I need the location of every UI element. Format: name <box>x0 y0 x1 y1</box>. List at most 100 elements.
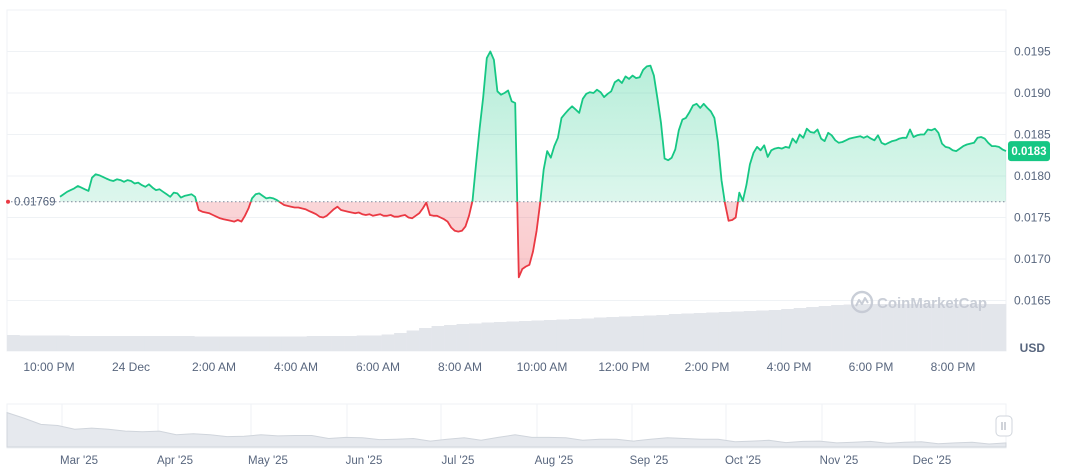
navigator-tick-label: Sep '25 <box>630 455 669 467</box>
volume-bars <box>7 304 1007 351</box>
volume-bar <box>469 323 482 351</box>
drag-handle-icon <box>1001 422 1006 430</box>
navigator-area <box>6 411 1007 448</box>
volume-bar <box>56 335 70 351</box>
volume-bar <box>981 304 994 351</box>
volume-bar <box>581 318 595 351</box>
y-tick-label: 0.0180 <box>1014 169 1051 183</box>
volume-bar <box>931 304 944 351</box>
volume-bar <box>456 324 470 351</box>
volume-bar <box>756 310 770 351</box>
watermark-text: CoinMarketCap <box>877 295 987 312</box>
price-line <box>59 50 1007 279</box>
volume-bar <box>731 311 745 351</box>
volume-bar <box>131 336 145 351</box>
volume-bar <box>144 336 158 351</box>
x-tick-label: 24 Dec <box>112 360 150 374</box>
volume-bar <box>568 319 582 351</box>
volume-bar <box>743 311 757 351</box>
volume-bar <box>868 304 882 351</box>
volume-bar <box>993 304 1007 351</box>
volume-bar <box>643 315 657 351</box>
volume-bar <box>369 335 382 351</box>
volume-bar <box>419 328 432 351</box>
navigator-tick-label: Apr '25 <box>157 455 193 467</box>
volume-bar <box>906 304 919 351</box>
y-axis: 0.0165 0.0170 0.0175 0.0180 0.0185 0.0190 0.01… <box>1014 45 1051 308</box>
volume-bar <box>306 336 320 351</box>
x-tick-label: 6:00 PM <box>849 360 894 374</box>
volume-bar <box>781 309 795 351</box>
volume-bar <box>406 330 420 351</box>
volume-bar <box>206 336 220 351</box>
volume-bar <box>169 336 183 351</box>
x-tick-label: 2:00 AM <box>192 360 236 374</box>
navigator-x-axis: Mar '25 Apr '25 May '25 Jun '25 Jul '25 Aug '… <box>60 455 951 467</box>
x-tick-label: 2:00 PM <box>685 360 730 374</box>
open-price-label: 0.01769 <box>14 197 56 209</box>
volume-bar <box>893 304 907 351</box>
volume-bar <box>494 322 507 351</box>
x-tick-label: 12:00 PM <box>598 360 649 374</box>
navigator-tick-label: Nov '25 <box>820 455 859 467</box>
volume-bar <box>444 325 457 351</box>
y-tick-label: 0.0195 <box>1014 45 1051 59</box>
volume-bar <box>918 304 932 351</box>
volume-bar <box>668 314 682 351</box>
current-price-badge <box>1008 141 1050 162</box>
navigator-tick-label: Jun '25 <box>346 455 383 467</box>
volume-bar <box>431 326 445 351</box>
volume-bar <box>344 336 357 351</box>
volume-bar <box>856 304 869 351</box>
volume-bar <box>31 335 45 351</box>
volume-bar <box>556 319 570 351</box>
navigator-tick-label: Aug '25 <box>535 455 574 467</box>
volume-bar <box>269 336 283 351</box>
volume-bar <box>531 320 545 351</box>
y-tick-label: 0.0175 <box>1014 211 1051 225</box>
area-above-open <box>60 51 1006 202</box>
y-tick-label: 0.0165 <box>1014 294 1051 308</box>
volume-bar <box>631 316 645 351</box>
currency-label: USD <box>1020 341 1046 355</box>
navigator-tick-label: May '25 <box>248 455 288 467</box>
x-tick-label: 4:00 PM <box>767 360 812 374</box>
x-axis: 10:00 PM 24 Dec 2:00 AM 4:00 AM 6:00 AM 8:00 … <box>23 360 975 374</box>
y-tick-label: 0.0190 <box>1014 86 1051 100</box>
open-price-marker: 0.01769 <box>6 197 56 209</box>
volume-bar <box>294 336 307 351</box>
watermark: CoinMarketCap <box>850 290 987 314</box>
volume-bar <box>119 336 133 351</box>
volume-bar <box>256 336 270 351</box>
volume-bar <box>956 304 969 351</box>
price-line-up <box>59 50 1007 202</box>
volume-bar <box>394 333 407 351</box>
volume-bar <box>481 322 495 351</box>
volume-bar <box>44 335 58 351</box>
volume-bar <box>593 317 607 351</box>
volume-bar <box>81 336 95 351</box>
navigator-tick-label: Mar '25 <box>60 455 98 467</box>
volume-bar <box>194 336 208 351</box>
volume-bar <box>706 312 720 351</box>
navigator-tick-label: Jul '25 <box>442 455 475 467</box>
volume-bar <box>69 336 83 351</box>
volume-bar <box>693 313 707 351</box>
volume-bar <box>219 336 233 351</box>
volume-bar <box>968 304 982 351</box>
volume-bar <box>793 308 807 351</box>
time-navigator[interactable]: Mar '25 Apr '25 May '25 Jun '25 Jul '25 Aug '… <box>6 403 1013 467</box>
volume-bar <box>181 336 195 351</box>
x-tick-label: 10:00 PM <box>23 360 74 374</box>
volume-bar <box>831 305 844 351</box>
x-tick-label: 8:00 PM <box>931 360 976 374</box>
volume-bar <box>7 335 20 351</box>
volume-bar <box>331 336 345 351</box>
navigator-handle[interactable] <box>995 415 1013 437</box>
volume-bar <box>881 304 894 351</box>
volume-bar <box>518 321 532 351</box>
price-line-down <box>195 201 744 279</box>
volume-bar <box>606 317 620 351</box>
volume-bar <box>943 304 957 351</box>
